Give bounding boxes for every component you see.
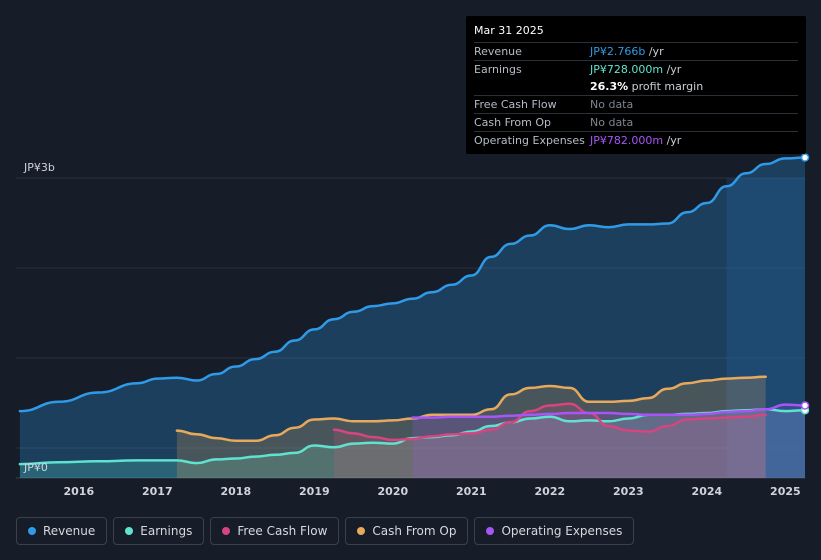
chart: 2016 2017 2018 2019 2020 2021 2022 2023 2024 2025… bbox=[16, 153, 810, 498]
tooltip-label: Cash From Op bbox=[474, 116, 552, 129]
tooltip-margin-value: 26.3% bbox=[590, 80, 629, 93]
series-markers bbox=[800, 153, 810, 415]
tooltip-row-cfo: Cash From Op No data bbox=[474, 113, 798, 131]
line-revenue bbox=[18, 156, 807, 413]
legend-label: Cash From Op bbox=[372, 524, 457, 538]
legend-label: Earnings bbox=[140, 524, 193, 538]
x-tick-label: 2020 bbox=[378, 485, 409, 498]
legend-item-operating-expenses[interactable]: Operating Expenses bbox=[474, 517, 635, 545]
tooltip-unit: profit margin bbox=[628, 80, 704, 93]
legend-item-revenue[interactable]: Revenue bbox=[16, 517, 108, 545]
legend-dot-icon bbox=[28, 527, 36, 535]
legend-item-free-cash-flow[interactable]: Free Cash Flow bbox=[210, 517, 340, 545]
tooltip-unit: /yr bbox=[645, 45, 664, 58]
x-tick-label: 2019 bbox=[299, 485, 330, 498]
x-axis-ticks: 2016 2017 2018 2019 2020 2021 2022 2023 2024 2025 bbox=[63, 485, 800, 498]
x-tick-label: 2024 bbox=[692, 485, 723, 498]
tooltip-label: Free Cash Flow bbox=[474, 98, 557, 111]
chart-legend: Revenue Earnings Free Cash Flow Cash Fro… bbox=[16, 517, 635, 545]
tooltip-row-earnings: Earnings JP¥728.000m /yr bbox=[474, 60, 798, 78]
x-tick-label: 2016 bbox=[63, 485, 94, 498]
tooltip-row-profit-margin: 26.3% profit margin bbox=[474, 78, 798, 95]
tooltip-row-fcf: Free Cash Flow No data bbox=[474, 95, 798, 113]
series-areas bbox=[19, 157, 805, 478]
legend-dot-icon bbox=[222, 527, 231, 535]
tooltip-unit: /yr bbox=[663, 134, 682, 147]
tooltip-fcf-value: No data bbox=[590, 98, 634, 111]
legend-label: Revenue bbox=[43, 524, 96, 538]
end-marker-revenue bbox=[800, 153, 810, 162]
line-cash-from-op bbox=[175, 375, 767, 443]
tooltip-label bbox=[474, 78, 590, 95]
line-free-cash-flow bbox=[332, 402, 767, 442]
tooltip-label: Operating Expenses bbox=[474, 134, 585, 147]
y-tick-label-bottom: JP¥0 bbox=[23, 461, 48, 474]
tooltip-cfo-value: No data bbox=[590, 116, 634, 129]
series-lines bbox=[18, 156, 807, 466]
tooltip-row-revenue: Revenue JP¥2.766b /yr bbox=[474, 42, 798, 60]
legend-dot-icon bbox=[486, 527, 495, 535]
forecast-shade bbox=[726, 178, 805, 478]
x-tick-label: 2023 bbox=[613, 485, 644, 498]
tooltip-earnings-value: JP¥728.000m bbox=[590, 63, 664, 76]
x-tick-label: 2017 bbox=[142, 485, 173, 498]
legend-item-cash-from-op[interactable]: Cash From Op bbox=[345, 517, 469, 545]
end-marker-operating-expenses bbox=[800, 401, 810, 410]
tooltip-revenue-value: JP¥2.766b bbox=[590, 45, 646, 58]
grid-lines bbox=[16, 177, 805, 479]
legend-dot-icon bbox=[357, 527, 366, 535]
tooltip-date: Mar 31 2025 bbox=[474, 24, 544, 37]
tooltip-row-opex: Operating Expenses JP¥782.000m /yr bbox=[474, 131, 798, 149]
tooltip-label: Revenue bbox=[474, 45, 522, 58]
area-revenue bbox=[19, 157, 805, 478]
x-tick-label: 2018 bbox=[221, 485, 252, 498]
x-tick-label: 2022 bbox=[535, 485, 566, 498]
line-operating-expenses bbox=[411, 403, 807, 419]
tooltip-label: Earnings bbox=[474, 63, 522, 76]
tooltip-unit: /yr bbox=[663, 63, 682, 76]
tooltip-opex-value: JP¥782.000m bbox=[590, 134, 664, 147]
x-tick-label: 2025 bbox=[770, 485, 801, 498]
x-tick-label: 2021 bbox=[456, 485, 487, 498]
legend-item-earnings[interactable]: Earnings bbox=[113, 517, 205, 545]
legend-label: Operating Expenses bbox=[501, 524, 623, 538]
data-tooltip: Mar 31 2025 Revenue JP¥2.766b /yr Earnin… bbox=[466, 16, 806, 154]
area-free-cash-flow bbox=[334, 403, 766, 478]
legend-label: Free Cash Flow bbox=[237, 524, 328, 538]
y-tick-label-top: JP¥3b bbox=[23, 161, 55, 174]
legend-dot-icon bbox=[125, 527, 134, 535]
